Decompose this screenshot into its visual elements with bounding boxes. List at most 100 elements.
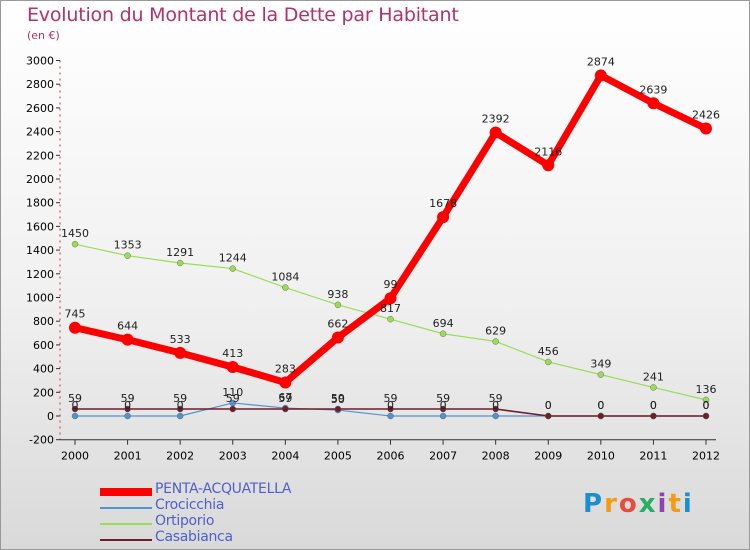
data-point xyxy=(489,126,502,139)
data-label: 283 xyxy=(275,362,296,375)
y-tick-label: 800 xyxy=(33,315,54,328)
data-point xyxy=(702,412,710,420)
y-tick-label: 2200 xyxy=(26,149,54,162)
y-tick-label: 200 xyxy=(33,386,54,399)
x-tick-label: 2007 xyxy=(429,450,457,463)
x-tick-label: 2005 xyxy=(324,450,352,463)
y-tick-label: 0 xyxy=(47,410,54,423)
data-point xyxy=(387,412,394,420)
y-tick-label: 600 xyxy=(33,339,54,352)
data-label: 0 xyxy=(124,399,131,412)
data-point xyxy=(439,405,447,413)
data-label: 241 xyxy=(643,370,664,383)
y-tick-label: 2800 xyxy=(26,78,54,91)
data-label: 456 xyxy=(538,345,559,358)
legend-swatch xyxy=(100,488,152,496)
y-tick-label: 2400 xyxy=(26,126,54,139)
y-tick-label: -200 xyxy=(29,434,54,447)
logo-letter: r xyxy=(604,489,619,519)
data-point xyxy=(71,412,79,420)
logo-letter: i xyxy=(657,489,669,519)
data-point xyxy=(176,405,184,413)
data-label: 0 xyxy=(177,399,184,412)
data-point xyxy=(282,284,289,291)
data-label: 694 xyxy=(433,317,454,330)
chart-title: Evolution du Montant de la Dette par Hab… xyxy=(27,4,459,26)
data-point xyxy=(71,405,79,413)
legend-label: Ortiporio xyxy=(155,513,215,529)
data-point xyxy=(124,412,131,420)
data-point xyxy=(387,405,394,413)
data-label: 50 xyxy=(331,393,345,406)
data-point xyxy=(492,405,499,413)
data-point xyxy=(282,405,289,413)
data-label: 59 xyxy=(278,392,292,405)
data-label: 136 xyxy=(696,383,717,396)
data-point xyxy=(279,376,292,389)
x-tick-label: 2011 xyxy=(639,450,667,463)
data-label: 349 xyxy=(590,358,611,371)
x-tick-label: 2008 xyxy=(482,450,510,463)
data-point xyxy=(334,405,342,413)
data-label: 1084 xyxy=(271,271,299,284)
data-label: 0 xyxy=(440,399,447,412)
x-tick-label: 2009 xyxy=(534,450,562,463)
data-point xyxy=(331,331,344,344)
legend-label: Crocicchia xyxy=(155,497,225,513)
y-tick-label: 2000 xyxy=(26,173,54,186)
data-point xyxy=(702,396,710,404)
x-tick-label: 2000 xyxy=(61,450,89,463)
data-label: 0 xyxy=(72,399,79,412)
data-label: 0 xyxy=(545,399,552,412)
data-label: 2392 xyxy=(482,113,510,126)
data-label: 662 xyxy=(327,318,348,331)
data-point xyxy=(650,412,657,420)
legend-label: PENTA-ACQUATELLA xyxy=(155,481,292,497)
data-label: 2639 xyxy=(639,83,667,96)
data-label: 2874 xyxy=(587,55,615,68)
data-label: 1678 xyxy=(429,197,457,210)
logo-letter: i xyxy=(682,489,694,519)
data-point xyxy=(647,97,660,110)
y-tick-label: 1200 xyxy=(26,268,54,281)
data-label: 59 xyxy=(121,392,135,405)
data-label: 2426 xyxy=(692,109,720,122)
logo-letter: x xyxy=(638,489,658,519)
y-tick-label: 400 xyxy=(33,363,54,376)
data-point xyxy=(597,371,605,378)
data-label: 1353 xyxy=(114,239,142,252)
data-point xyxy=(437,211,450,224)
data-point xyxy=(176,412,184,420)
logo-letter: t xyxy=(668,489,683,519)
x-tick-label: 2004 xyxy=(271,450,299,463)
data-label: 1450 xyxy=(61,227,89,240)
data-label: 533 xyxy=(170,333,191,346)
data-label: 0 xyxy=(387,399,394,412)
legend-swatch xyxy=(100,539,152,541)
data-point xyxy=(226,361,239,374)
data-point xyxy=(492,338,499,345)
data-point xyxy=(124,405,131,413)
data-point xyxy=(384,292,397,305)
data-point xyxy=(71,240,79,248)
data-label: 413 xyxy=(222,347,243,360)
data-label: 59 xyxy=(173,392,187,405)
data-label: 0 xyxy=(703,399,710,412)
data-label: 0 xyxy=(597,399,604,412)
data-label: 2116 xyxy=(534,145,562,158)
data-label: 0 xyxy=(650,399,657,412)
data-label: 817 xyxy=(380,302,401,315)
legend-label: Casabianca xyxy=(155,529,233,545)
data-label: 0 xyxy=(703,399,710,412)
x-tick-label: 2003 xyxy=(219,450,247,463)
y-tick-label: 1800 xyxy=(26,197,54,210)
data-point xyxy=(387,315,394,323)
data-label: 745 xyxy=(65,308,86,321)
data-point xyxy=(542,159,555,172)
data-label: 110 xyxy=(222,386,243,399)
logo-letter: o xyxy=(618,489,639,519)
legend-swatch xyxy=(100,507,152,509)
data-label: 1244 xyxy=(219,252,247,265)
legend-swatch xyxy=(100,523,152,525)
data-point xyxy=(69,321,81,334)
